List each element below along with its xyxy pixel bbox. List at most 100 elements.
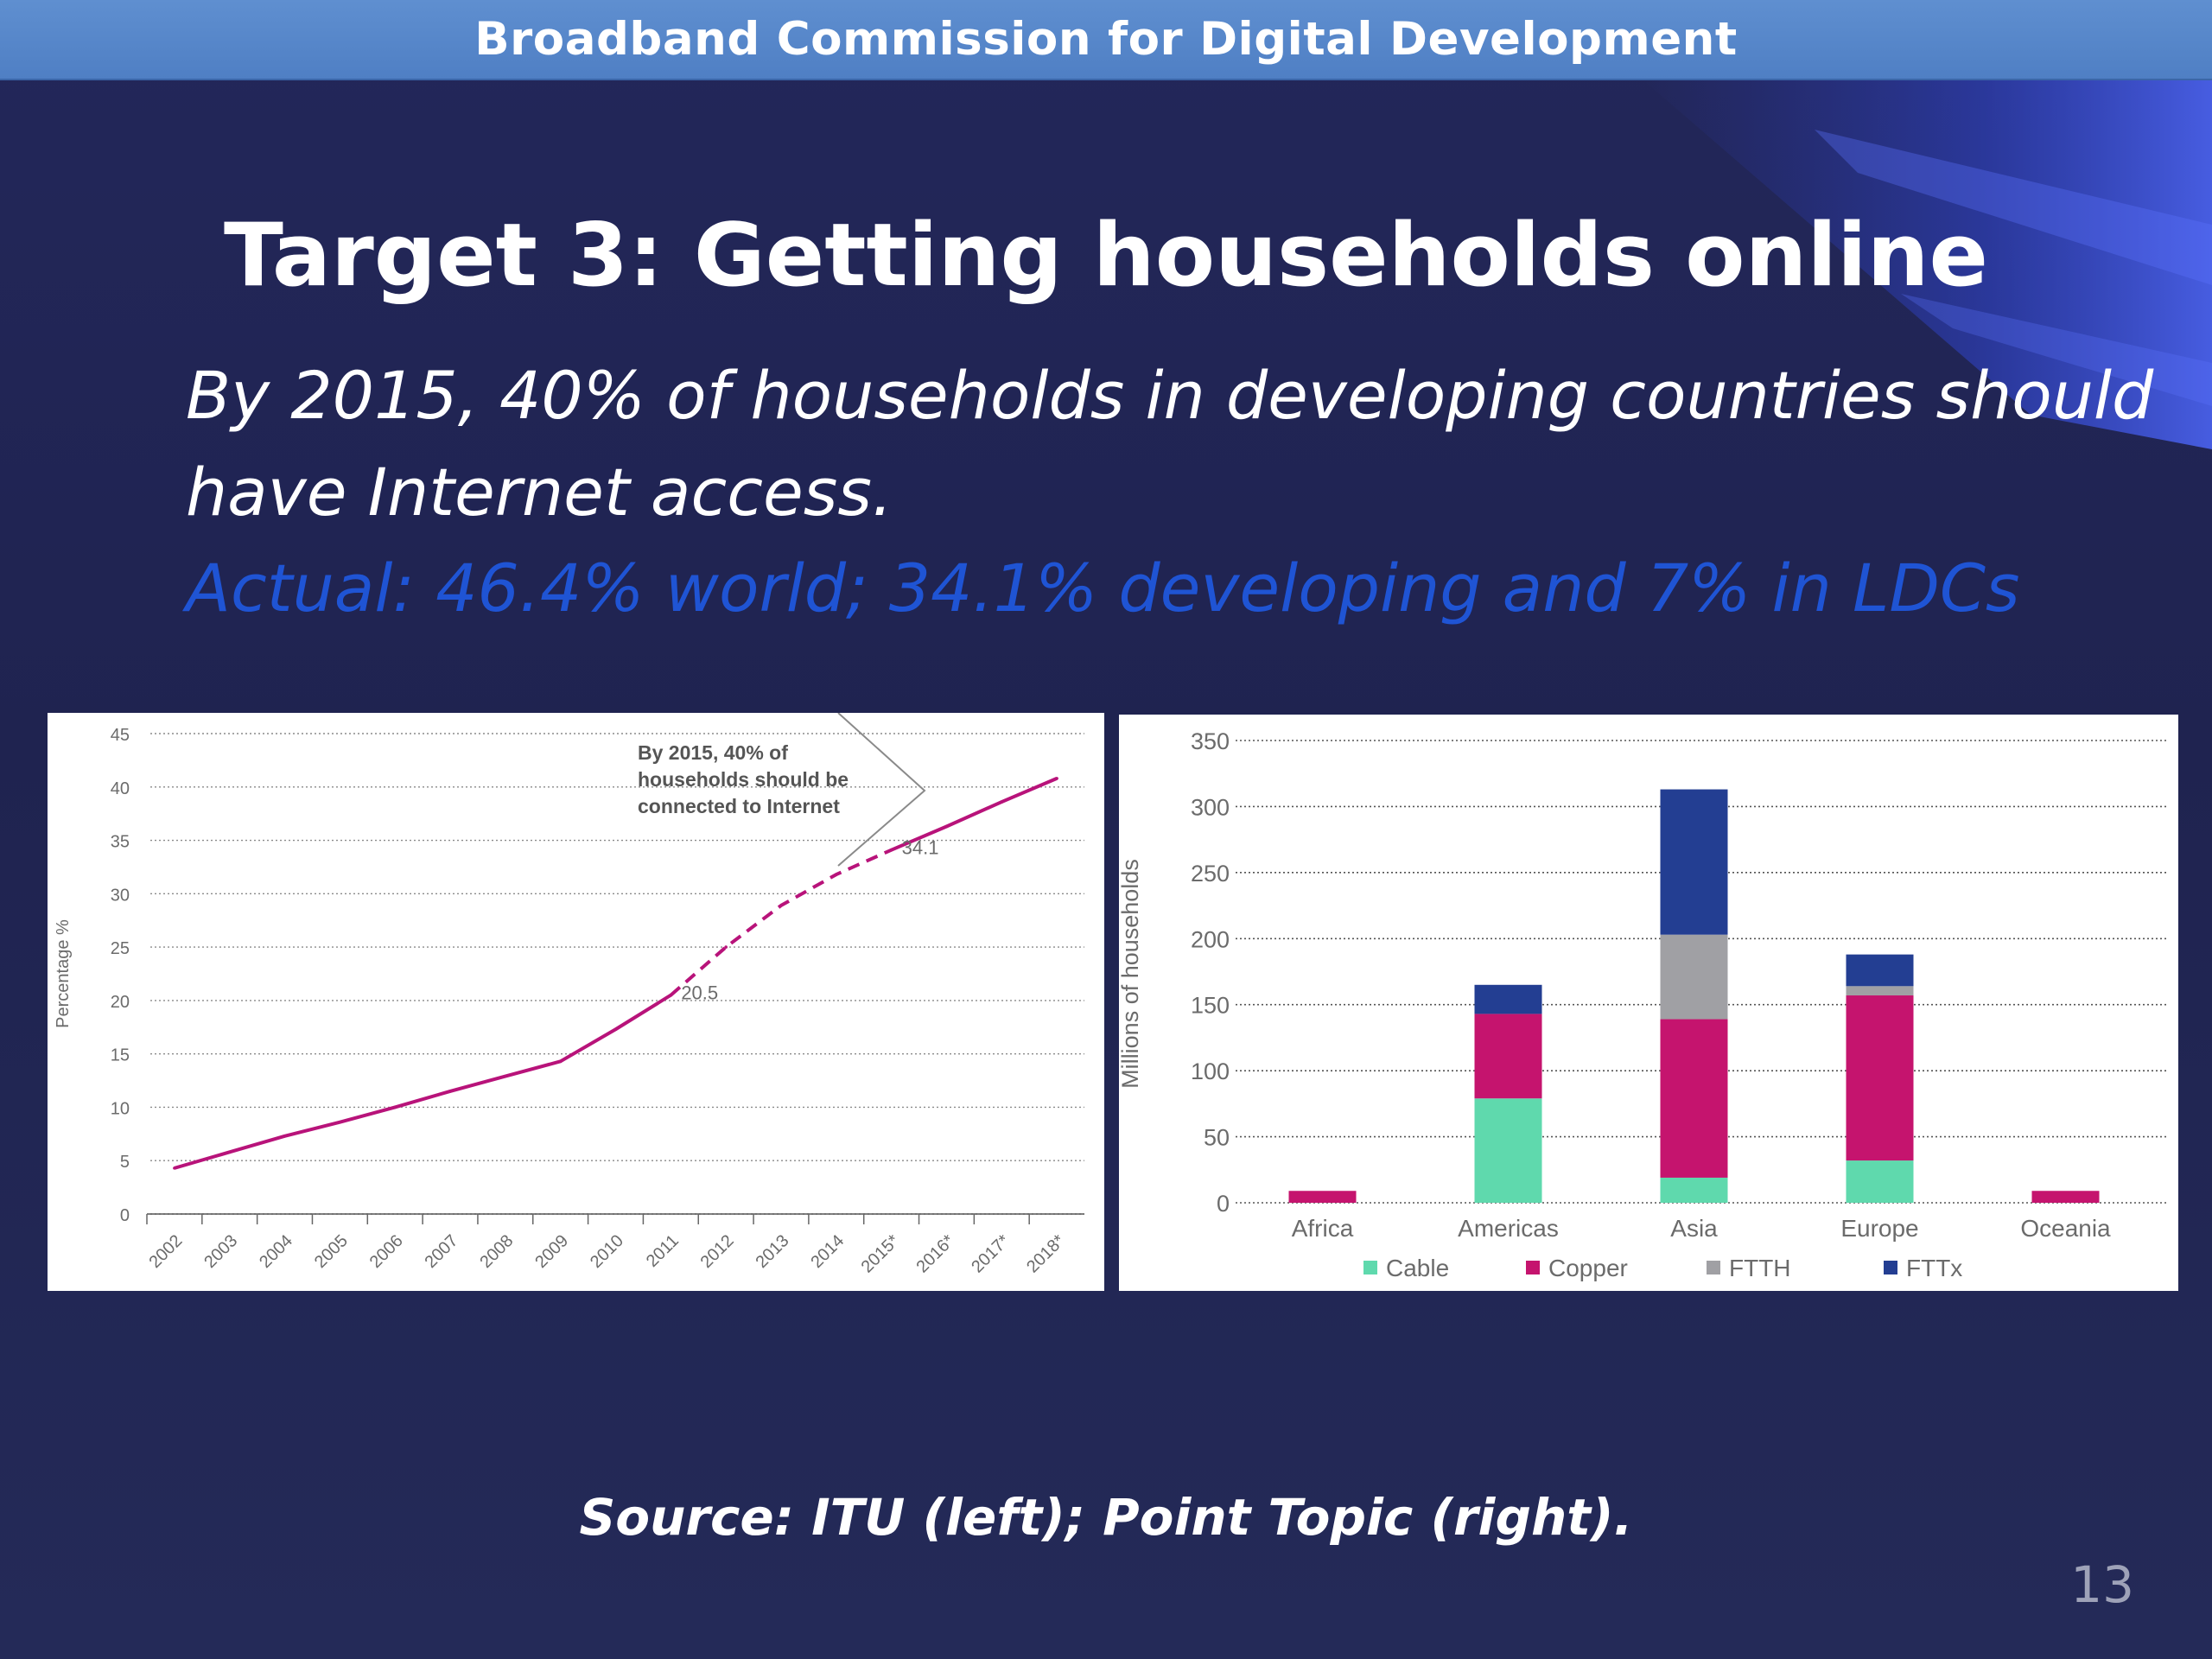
y-tick-label: 15 [111,1046,130,1065]
x-tick-label: Oceania [2020,1215,2111,1242]
legend-swatch-copper [1526,1261,1540,1274]
bar-segment-cable [1474,1098,1542,1203]
data-label: 20.5 [681,982,718,1004]
legend-label: Copper [1548,1255,1628,1281]
series-line-dashed [670,848,893,997]
y-tick-label: 50 [1204,1125,1230,1151]
x-tick-label: 2007 [422,1231,462,1272]
bar-segment-fttx [1660,789,1728,935]
x-tick-label: Americas [1458,1215,1559,1242]
series-line-solid [174,994,672,1170]
header-bar: Broadband Commission for Digital Develop… [0,0,2212,80]
household-internet-line-chart: 0 5 10 15 20 25 30 35 40 45 2002 2003 2004 2005 2006 20… [48,713,1104,1291]
x-tick-label: 2004 [256,1231,296,1272]
legend-swatch-fttx [1884,1261,1897,1274]
data-point [393,1105,397,1109]
bar-chart-svg: 0 50 100 150 200 250 300 350 Millions of househo… [1119,728,2169,1281]
y-tick-label: 0 [120,1206,130,1225]
data-point [558,1059,563,1064]
x-tick-label: 2017* [968,1231,1014,1277]
data-point [889,848,893,852]
legend-label: FTTx [1906,1255,1962,1281]
subtitle-line-1: By 2015, 40% of households in developing… [186,357,2154,434]
x-tick-label: Europe [1840,1215,1918,1242]
bar-segment-copper [2031,1191,2100,1203]
actual-figures: Actual: 46.4% world; 34.1% developing an… [186,550,2020,626]
line-chart-svg: 0 5 10 15 20 25 30 35 40 45 2002 2003 2004 2005 2006 20… [54,713,1084,1277]
legend-swatch-ftth [1707,1261,1720,1274]
y-tick-label: 0 [1217,1191,1230,1217]
data-point [227,1150,232,1154]
annotation-callout-outline [837,713,926,867]
header-title: Broadband Commission for Digital Develop… [474,13,1738,66]
x-tick-label: 2002 [145,1231,186,1272]
y-tick-label: 40 [111,779,130,798]
y-tick-label: 350 [1191,728,1230,754]
x-tick-label: 2010 [587,1231,627,1272]
data-point [338,1120,342,1124]
data-point [779,904,783,907]
x-tick-label: 2011 [643,1231,683,1271]
bar-segment-ftth [1660,934,1728,1020]
y-tick-label: 35 [111,833,130,852]
annotation-text: connected to Internet [638,795,840,817]
data-point [724,945,728,949]
x-tick-label: Africa [1292,1215,1354,1242]
x-tick-label: 2008 [476,1231,517,1272]
y-axis-title: Millions of households [1119,859,1143,1089]
bar-segment-cable [1660,1177,1728,1203]
y-tick-label: 25 [111,939,130,958]
data-point [944,824,949,829]
legend-label: FTTH [1729,1255,1791,1281]
data-point [613,1027,618,1032]
x-tick-label: 2012 [697,1231,738,1272]
bar-segment-copper [1660,1019,1728,1178]
annotation-text: By 2015, 40% of [638,741,788,764]
households-by-technology-bar-chart: 0 50 100 150 200 250 300 350 Millions of househo… [1119,715,2178,1291]
y-tick-label: 250 [1191,861,1230,887]
y-tick-label: 20 [111,993,130,1012]
legend-label: Cable [1386,1255,1449,1281]
source-note: Source: ITU (left); Point Topic (right). [579,1488,1633,1547]
legend-swatch-cable [1363,1261,1377,1274]
data-point [173,1166,176,1170]
bar-segment-copper [1846,995,1914,1161]
x-tick-label: 2006 [366,1231,407,1272]
bar-segment-copper [1288,1191,1357,1203]
bar-segment-copper [1474,1014,1542,1099]
data-label: 34.1 [902,837,939,859]
y-tick-label: 30 [111,886,130,905]
x-tick-label: 2016* [912,1231,958,1277]
y-tick-label: 5 [120,1153,130,1172]
page-number: 13 [2070,1555,2134,1614]
slide-title: Target 3: Getting households online [223,204,1989,306]
data-point [448,1090,452,1093]
x-tick-label: 2013 [752,1231,792,1272]
series-line-solid [890,777,1058,852]
bar-segment-fttx [1846,954,1914,987]
y-tick-label: 150 [1191,993,1230,1019]
bar-segment-cable [1846,1160,1914,1203]
x-tick-label: 2018* [1023,1231,1069,1277]
bar-segment-ftth [1846,986,1914,996]
data-point [669,993,673,997]
annotation-text: households should be [638,768,849,791]
data-point [1055,777,1058,780]
y-tick-label: 45 [111,726,130,745]
data-point [1000,800,1004,804]
y-axis-title: Percentage % [54,919,73,1028]
data-point [834,873,838,876]
y-tick-label: 200 [1191,926,1230,952]
x-tick-label: 2009 [531,1231,572,1272]
y-tick-label: 300 [1191,794,1230,820]
bar-segment-fttx [1474,984,1542,1014]
x-tick-label: 2015* [858,1231,904,1277]
data-point [504,1074,507,1078]
x-tick-label: 2005 [311,1231,352,1272]
y-tick-label: 100 [1191,1058,1230,1084]
data-point [283,1135,287,1138]
x-tick-label: 2003 [200,1231,241,1272]
y-tick-label: 10 [111,1099,130,1118]
